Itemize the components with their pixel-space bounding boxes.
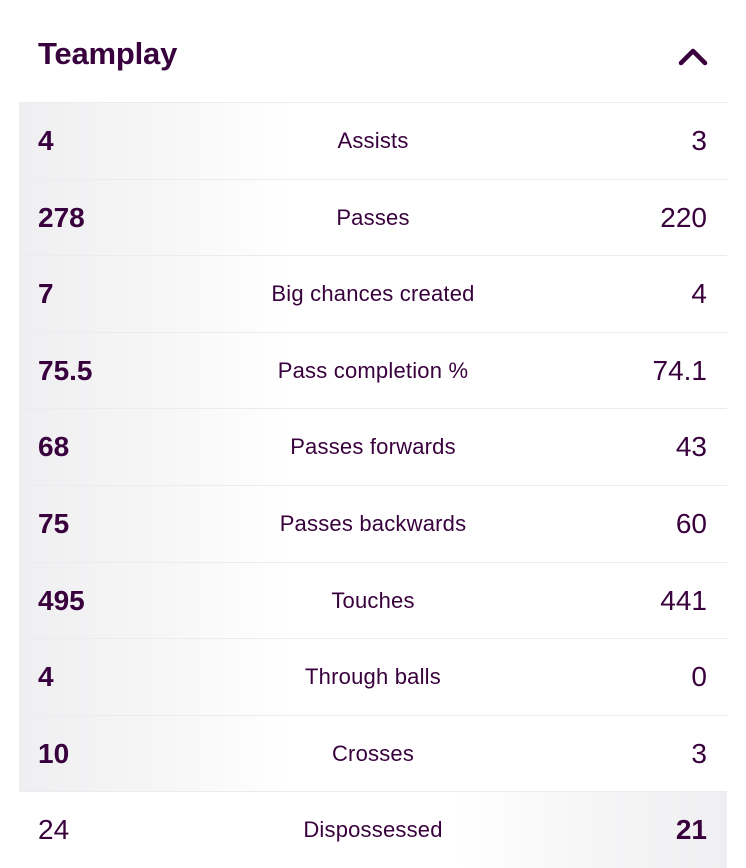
- away-value: 21: [675, 814, 707, 846]
- stat-label: Touches: [331, 587, 415, 613]
- away-value: 74.1: [652, 354, 708, 386]
- stat-label: Through balls: [305, 664, 441, 690]
- section-title: Teamplay: [38, 36, 178, 71]
- away-value: 43: [675, 431, 707, 463]
- home-value: 4: [38, 661, 54, 693]
- chevron-up-icon: [678, 48, 708, 66]
- away-value: 220: [660, 201, 707, 233]
- home-value: 4: [38, 125, 54, 156]
- stat-row-dispossessed: 24 Dispossessed 21: [19, 791, 727, 868]
- stat-row-pass-completion: 75.5 Pass completion % 74.1: [19, 331, 727, 409]
- stat-label: Passes: [336, 204, 410, 230]
- home-value: 495: [38, 584, 85, 616]
- stat-label: Passes backwards: [279, 510, 467, 536]
- collapse-button[interactable]: [672, 38, 714, 74]
- stat-label: Pass completion %: [277, 357, 469, 383]
- away-value: 3: [691, 125, 707, 156]
- home-value: 24: [38, 814, 70, 846]
- home-value: 75: [38, 507, 70, 539]
- stat-row-passes: 278 Passes 220: [19, 178, 727, 256]
- home-value: 278: [38, 201, 85, 233]
- home-value: 7: [38, 278, 54, 310]
- stat-row-big-chances-created: 7 Big chances created 4: [19, 255, 727, 332]
- away-value: 4: [691, 278, 707, 310]
- stats-table: 4 Assists 3 278 Passes 220 7 Big chances create…: [19, 102, 727, 868]
- away-value: 60: [675, 507, 707, 539]
- home-value: 10: [38, 737, 70, 769]
- stat-label: Passes forwards: [290, 434, 456, 460]
- home-value: 68: [38, 431, 70, 463]
- stat-label: Big chances created: [271, 281, 475, 307]
- home-value: 75.5: [38, 354, 93, 386]
- away-value: 3: [691, 737, 707, 769]
- section-header[interactable]: Teamplay: [0, 0, 746, 102]
- away-value: 0: [691, 661, 707, 693]
- stat-row-crosses: 10 Crosses 3: [19, 714, 727, 792]
- stat-row-passes-forwards: 68 Passes forwards 43: [19, 408, 727, 485]
- stat-row-through-balls: 4 Through balls 0: [19, 638, 727, 715]
- away-value: 441: [660, 584, 707, 616]
- stat-label: Dispossessed: [303, 817, 443, 843]
- stat-label: Crosses: [331, 740, 415, 766]
- stat-row-touches: 495 Touches 441: [19, 561, 727, 639]
- stat-row-passes-backwards: 75 Passes backwards 60: [19, 484, 727, 562]
- stat-row-assists: 4 Assists 3: [19, 102, 727, 179]
- stat-label: Assists: [337, 128, 409, 153]
